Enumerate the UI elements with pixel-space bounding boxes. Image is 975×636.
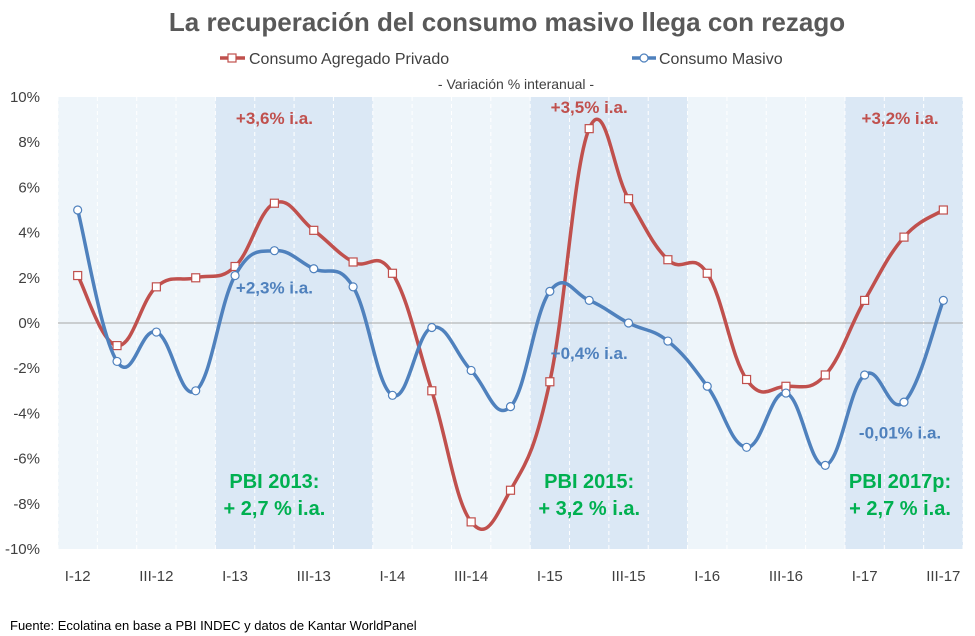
annotation-label: PBI 2015: <box>544 471 634 493</box>
data-point <box>505 485 516 495</box>
data-point <box>899 232 909 242</box>
y-tick-label: 10% <box>10 89 40 106</box>
annotation-label: PBI 2013: <box>229 471 319 493</box>
data-point <box>269 246 280 256</box>
x-tick-label: I-12 <box>65 568 91 585</box>
plot-area: -10% -8% -6% -4% -2% 0% 2% 4% 6% 8% 10% I-12 III-12 I… <box>5 89 964 585</box>
y-tick-label: 0% <box>18 315 40 332</box>
data-point <box>309 225 319 235</box>
chart-title: La recuperación del consumo masivo llega… <box>169 7 845 37</box>
x-tick-label: III-16 <box>769 568 803 585</box>
data-point <box>623 194 634 204</box>
data-point <box>112 356 122 367</box>
data-point <box>387 390 398 400</box>
data-point <box>387 268 398 278</box>
data-point <box>741 374 752 385</box>
data-point <box>191 386 201 396</box>
data-point <box>112 341 122 351</box>
data-point <box>73 270 83 281</box>
annotation-label: -0,01% i.a. <box>859 423 941 442</box>
annotation-label: +3,5% i.a. <box>551 98 628 117</box>
data-point <box>505 402 516 412</box>
x-tick-label: I-15 <box>537 568 563 585</box>
x-tick-label: III-13 <box>297 568 331 585</box>
data-point <box>938 295 948 305</box>
data-point <box>702 381 712 391</box>
annotation-label: PBI 2017p: <box>849 471 951 493</box>
x-tick-label: I-17 <box>852 568 878 585</box>
annotation-label: +3,6% i.a. <box>236 109 313 128</box>
data-point <box>191 273 201 283</box>
y-tick-label: 2% <box>18 270 40 287</box>
data-point <box>348 282 358 292</box>
data-point <box>230 270 240 281</box>
data-point <box>584 124 594 134</box>
x-tick-label: I-16 <box>694 568 720 585</box>
x-tick-label: III-14 <box>454 568 488 585</box>
annotation-label: +0,4% i.a. <box>551 344 628 363</box>
data-point <box>151 327 161 337</box>
legend-item-consumo-agregado[interactable]: Consumo Agregado Privado <box>220 51 449 68</box>
data-point <box>820 370 830 380</box>
legend-label-consumo-agregado: Consumo Agregado Privado <box>249 51 449 68</box>
data-point <box>860 295 870 305</box>
legend-item-consumo-masivo[interactable]: Consumo Masivo <box>632 51 783 68</box>
data-point <box>427 386 437 396</box>
data-point <box>309 264 319 274</box>
data-point <box>545 377 555 387</box>
source-note: Fuente: Ecolatina en base a PBI INDEC y … <box>10 618 417 633</box>
data-point <box>663 336 673 346</box>
data-point <box>348 257 358 267</box>
data-point <box>781 388 791 398</box>
y-tick-label: 4% <box>18 225 40 242</box>
y-tick-label: -2% <box>13 360 40 377</box>
y-tick-label: -8% <box>13 496 40 513</box>
data-point <box>702 268 712 278</box>
x-tick-label: I-14 <box>380 568 406 585</box>
data-point <box>899 397 909 407</box>
series-line-1 <box>76 209 945 468</box>
data-point <box>938 205 948 215</box>
data-point <box>269 198 280 208</box>
y-tick-label: -4% <box>13 405 40 422</box>
x-tick-label: III-15 <box>611 568 645 585</box>
y-tick-label: -6% <box>13 451 40 468</box>
annotation-label: + 2,7 % i.a. <box>849 498 951 520</box>
annotation-label: + 3,2 % i.a. <box>538 498 640 520</box>
data-point <box>151 282 161 292</box>
x-tick-label: III-17 <box>926 568 960 585</box>
data-point <box>584 295 594 305</box>
chart-subtitle: - Variación % interanual - <box>438 76 594 92</box>
data-point <box>741 442 752 452</box>
data-point <box>663 255 673 265</box>
data-point <box>820 460 830 470</box>
data-point <box>466 365 476 376</box>
x-tick-label: I-13 <box>222 568 248 585</box>
data-point <box>427 322 437 333</box>
data-point <box>860 370 870 380</box>
y-tick-label: -10% <box>5 541 40 558</box>
x-tick-label: III-12 <box>139 568 173 585</box>
data-point <box>545 286 555 296</box>
data-point <box>73 205 83 215</box>
data-point <box>466 517 476 527</box>
annotation-label: +3,2% i.a. <box>862 109 939 128</box>
legend-label-consumo-masivo: Consumo Masivo <box>659 51 783 68</box>
data-point <box>623 318 634 328</box>
annotation-label: +2,3% i.a. <box>236 279 313 298</box>
annotation-label: + 2,7 % i.a. <box>224 498 326 520</box>
legend: Consumo Agregado Privado Consumo Masivo <box>220 51 783 68</box>
y-tick-label: 8% <box>18 134 40 151</box>
y-tick-label: 6% <box>18 179 40 196</box>
